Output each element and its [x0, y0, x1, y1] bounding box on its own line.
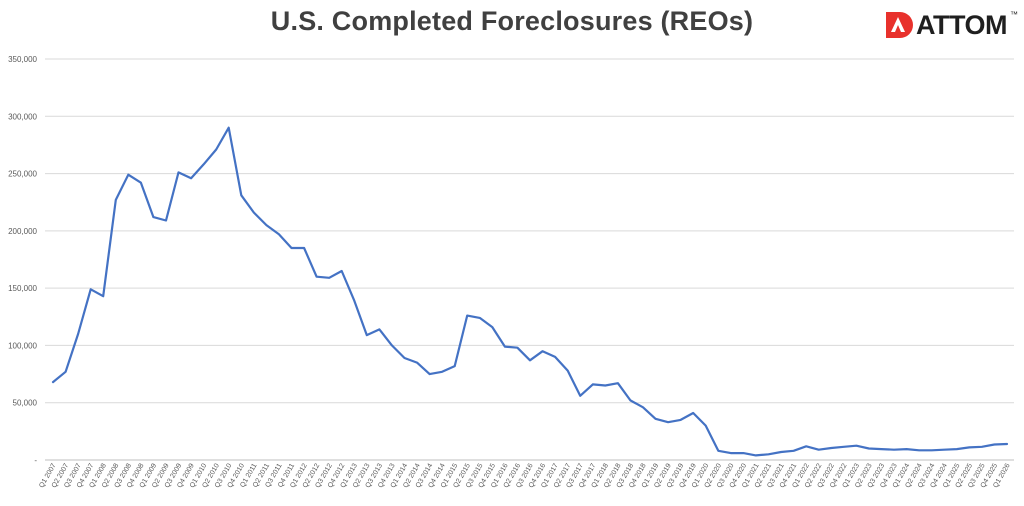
chart-title: U.S. Completed Foreclosures (REOs): [270, 6, 754, 36]
y-tick-label: 150,000: [8, 284, 37, 293]
y-tick-label: 200,000: [8, 227, 37, 236]
y-axis: - 50,000 100,000 150,000 200,000 250,000 300,0…: [8, 55, 37, 465]
y-tick-label: -: [34, 456, 37, 465]
gridlines: [45, 58, 1014, 404]
series-line: [51, 126, 1009, 457]
logo-wordmark: ATTOM: [916, 10, 1008, 40]
attom-logo: ATTOM ™: [882, 8, 1018, 42]
logo-mark-icon: [886, 12, 913, 38]
y-tick-label: 50,000: [13, 399, 38, 408]
y-tick-label: 350,000: [8, 55, 37, 64]
y-tick-label: 250,000: [8, 170, 37, 179]
y-tick-label: 300,000: [8, 112, 37, 121]
logo-trademark: ™: [1010, 10, 1018, 19]
y-tick-label: 100,000: [8, 341, 37, 350]
